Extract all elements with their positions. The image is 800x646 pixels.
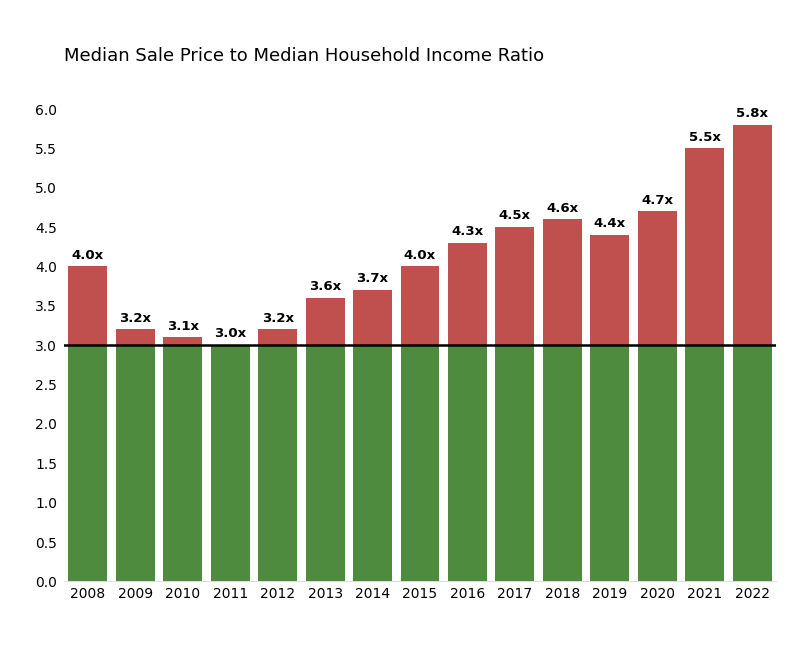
Text: 4.0x: 4.0x bbox=[404, 249, 436, 262]
Bar bbox=[401, 345, 439, 581]
Text: Median Sale Price to Median Household Income Ratio: Median Sale Price to Median Household In… bbox=[64, 47, 544, 65]
Bar bbox=[495, 227, 534, 345]
Text: 4.3x: 4.3x bbox=[451, 225, 483, 238]
Text: 3.1x: 3.1x bbox=[166, 320, 198, 333]
Text: 3.0x: 3.0x bbox=[214, 328, 246, 340]
Bar bbox=[686, 149, 724, 345]
Bar bbox=[163, 337, 202, 345]
Bar bbox=[68, 266, 107, 345]
Bar bbox=[448, 243, 487, 345]
Bar bbox=[590, 235, 630, 345]
Bar bbox=[258, 329, 297, 345]
Bar bbox=[495, 345, 534, 581]
Bar bbox=[163, 345, 202, 581]
Bar bbox=[448, 345, 487, 581]
Text: 3.7x: 3.7x bbox=[357, 273, 389, 286]
Text: 5.8x: 5.8x bbox=[736, 107, 768, 120]
Bar bbox=[306, 298, 345, 345]
Text: 4.7x: 4.7x bbox=[642, 194, 674, 207]
Bar bbox=[306, 345, 345, 581]
Bar bbox=[543, 219, 582, 345]
Bar bbox=[638, 211, 677, 345]
Text: 3.6x: 3.6x bbox=[309, 280, 341, 293]
Bar bbox=[116, 329, 154, 345]
Bar bbox=[353, 290, 392, 345]
Text: 4.5x: 4.5x bbox=[499, 209, 531, 222]
Bar bbox=[733, 345, 772, 581]
Bar bbox=[68, 345, 107, 581]
Bar bbox=[638, 345, 677, 581]
Bar bbox=[116, 345, 154, 581]
Bar bbox=[258, 345, 297, 581]
Text: 5.5x: 5.5x bbox=[689, 130, 721, 143]
Text: 3.2x: 3.2x bbox=[262, 312, 294, 325]
Bar bbox=[543, 345, 582, 581]
Text: 4.4x: 4.4x bbox=[594, 217, 626, 230]
Bar bbox=[590, 345, 630, 581]
Bar bbox=[210, 345, 250, 581]
Text: 4.0x: 4.0x bbox=[72, 249, 104, 262]
Bar bbox=[686, 345, 724, 581]
Text: 4.6x: 4.6x bbox=[546, 202, 578, 214]
Bar bbox=[401, 266, 439, 345]
Bar bbox=[733, 125, 772, 345]
Text: 3.2x: 3.2x bbox=[119, 312, 151, 325]
Bar bbox=[353, 345, 392, 581]
